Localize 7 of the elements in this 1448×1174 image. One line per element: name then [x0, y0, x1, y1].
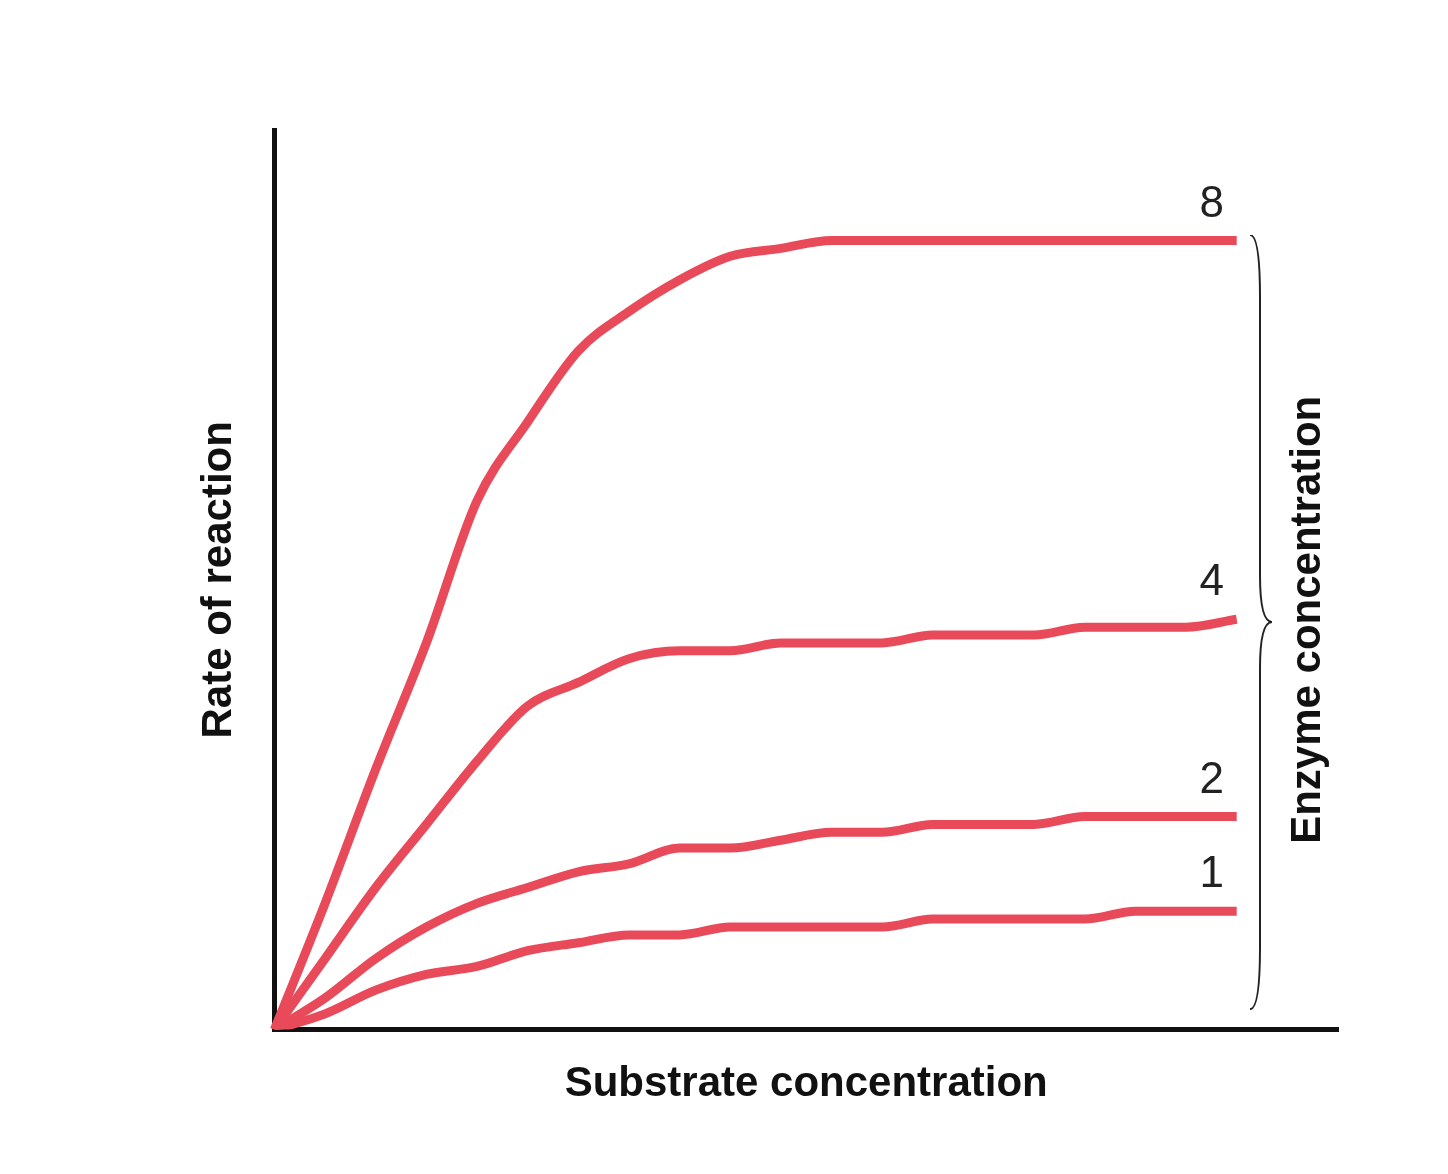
- x-axis-title: Substrate concentration: [564, 1058, 1048, 1106]
- series-label: 2: [1199, 752, 1224, 802]
- series-label: 4: [1199, 555, 1224, 605]
- series-label: 8: [1199, 176, 1224, 226]
- y-axis-title: Rate of reaction: [192, 421, 240, 739]
- series-label: 1: [1199, 847, 1224, 897]
- legend-title: Enzyme concentration: [1281, 395, 1329, 844]
